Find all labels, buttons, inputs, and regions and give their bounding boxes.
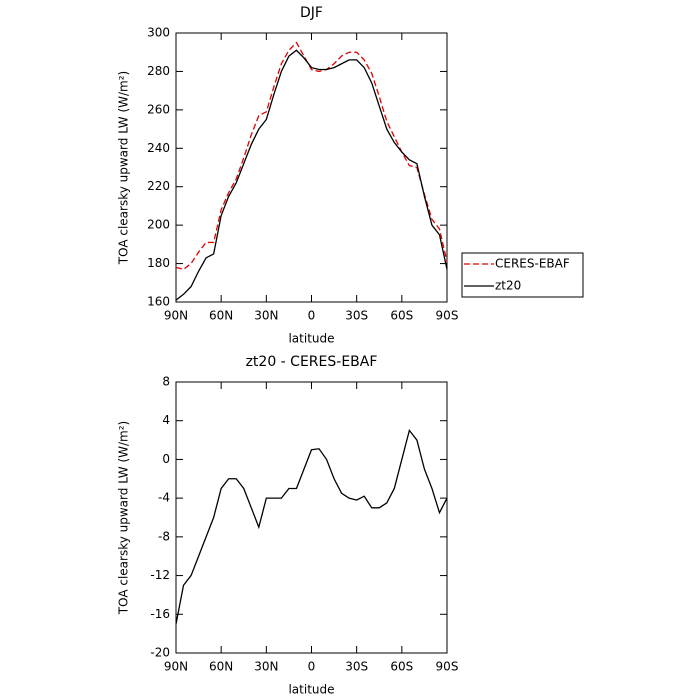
plot-frame [175, 32, 448, 303]
y-tick-label: 4 [162, 413, 170, 427]
y-axis-label: TOA clearsky upward LW (W/m²) [117, 421, 131, 615]
x-tick-label: 90N [164, 309, 188, 323]
x-tick-label: 60S [390, 309, 413, 323]
y-tick-label: 220 [147, 179, 170, 193]
chart-title: zt20 - CERES-EBAF [246, 354, 378, 370]
x-tick-label: 0 [308, 660, 316, 674]
legend-label: CERES-EBAF [495, 257, 570, 271]
x-tick-label: 90S [436, 309, 459, 323]
x-tick-label: 90N [164, 660, 188, 674]
x-tick-label: 60S [390, 660, 413, 674]
plot-frame [175, 381, 448, 654]
x-axis-label: latitude [288, 683, 334, 697]
y-tick-label: 0 [162, 452, 170, 466]
data-line [175, 428, 448, 625]
x-tick-label: 0 [308, 309, 316, 323]
x-tick-label: 30N [254, 660, 278, 674]
x-tick-label: 60N [209, 660, 233, 674]
x-tick-label: 30N [254, 309, 278, 323]
data-line [175, 49, 448, 301]
y-tick-label: 300 [147, 26, 170, 40]
chart-title: DJF [300, 5, 323, 21]
legend-label: zt20 [495, 279, 521, 293]
y-tick-label: -12 [150, 568, 170, 582]
y-tick-label: -4 [158, 491, 170, 505]
y-axis-label: TOA clearsky upward LW (W/m²) [117, 71, 131, 265]
y-tick-label: 280 [147, 64, 170, 78]
y-tick-label: 160 [147, 295, 170, 309]
x-tick-label: 30S [345, 309, 368, 323]
x-tick-label: 60N [209, 309, 233, 323]
y-tick-label: 260 [147, 102, 170, 116]
x-tick-label: 90S [436, 660, 459, 674]
y-tick-label: 240 [147, 141, 170, 155]
y-tick-label: 180 [147, 256, 170, 270]
legend-box [461, 252, 584, 298]
x-axis-label: latitude [288, 332, 334, 346]
y-tick-label: 8 [162, 375, 170, 389]
y-tick-label: 200 [147, 218, 170, 232]
y-tick-label: -20 [150, 646, 170, 660]
y-tick-label: -16 [150, 607, 170, 621]
y-tick-label: -8 [158, 529, 170, 543]
x-tick-label: 30S [345, 660, 368, 674]
